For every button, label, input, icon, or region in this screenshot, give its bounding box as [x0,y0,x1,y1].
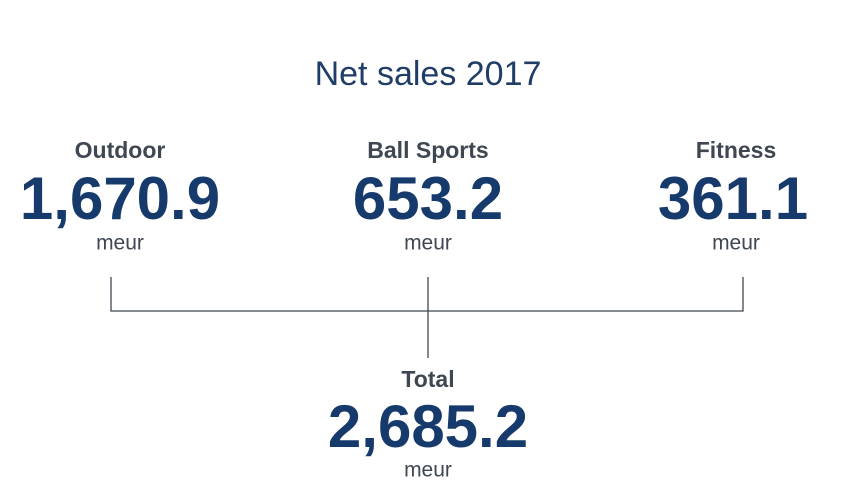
segment-label: Outdoor [75,137,166,163]
title: Net sales 2017 [315,55,542,93]
segment-label: Fitness [696,137,777,163]
total-label: Total [401,366,454,392]
segment-unit: meur [96,232,144,255]
segment-unit: meur [404,232,452,255]
segment-label: Ball Sports [367,137,488,163]
total-value: 2,685.2 [328,393,528,460]
total-unit: meur [404,459,452,480]
bracket [110,277,744,358]
segment-value: 1,670.9 [20,165,220,232]
segment-value: 653.2 [353,165,503,232]
segment-unit: meur [712,232,760,255]
segment-value: 361.1 [658,165,808,232]
